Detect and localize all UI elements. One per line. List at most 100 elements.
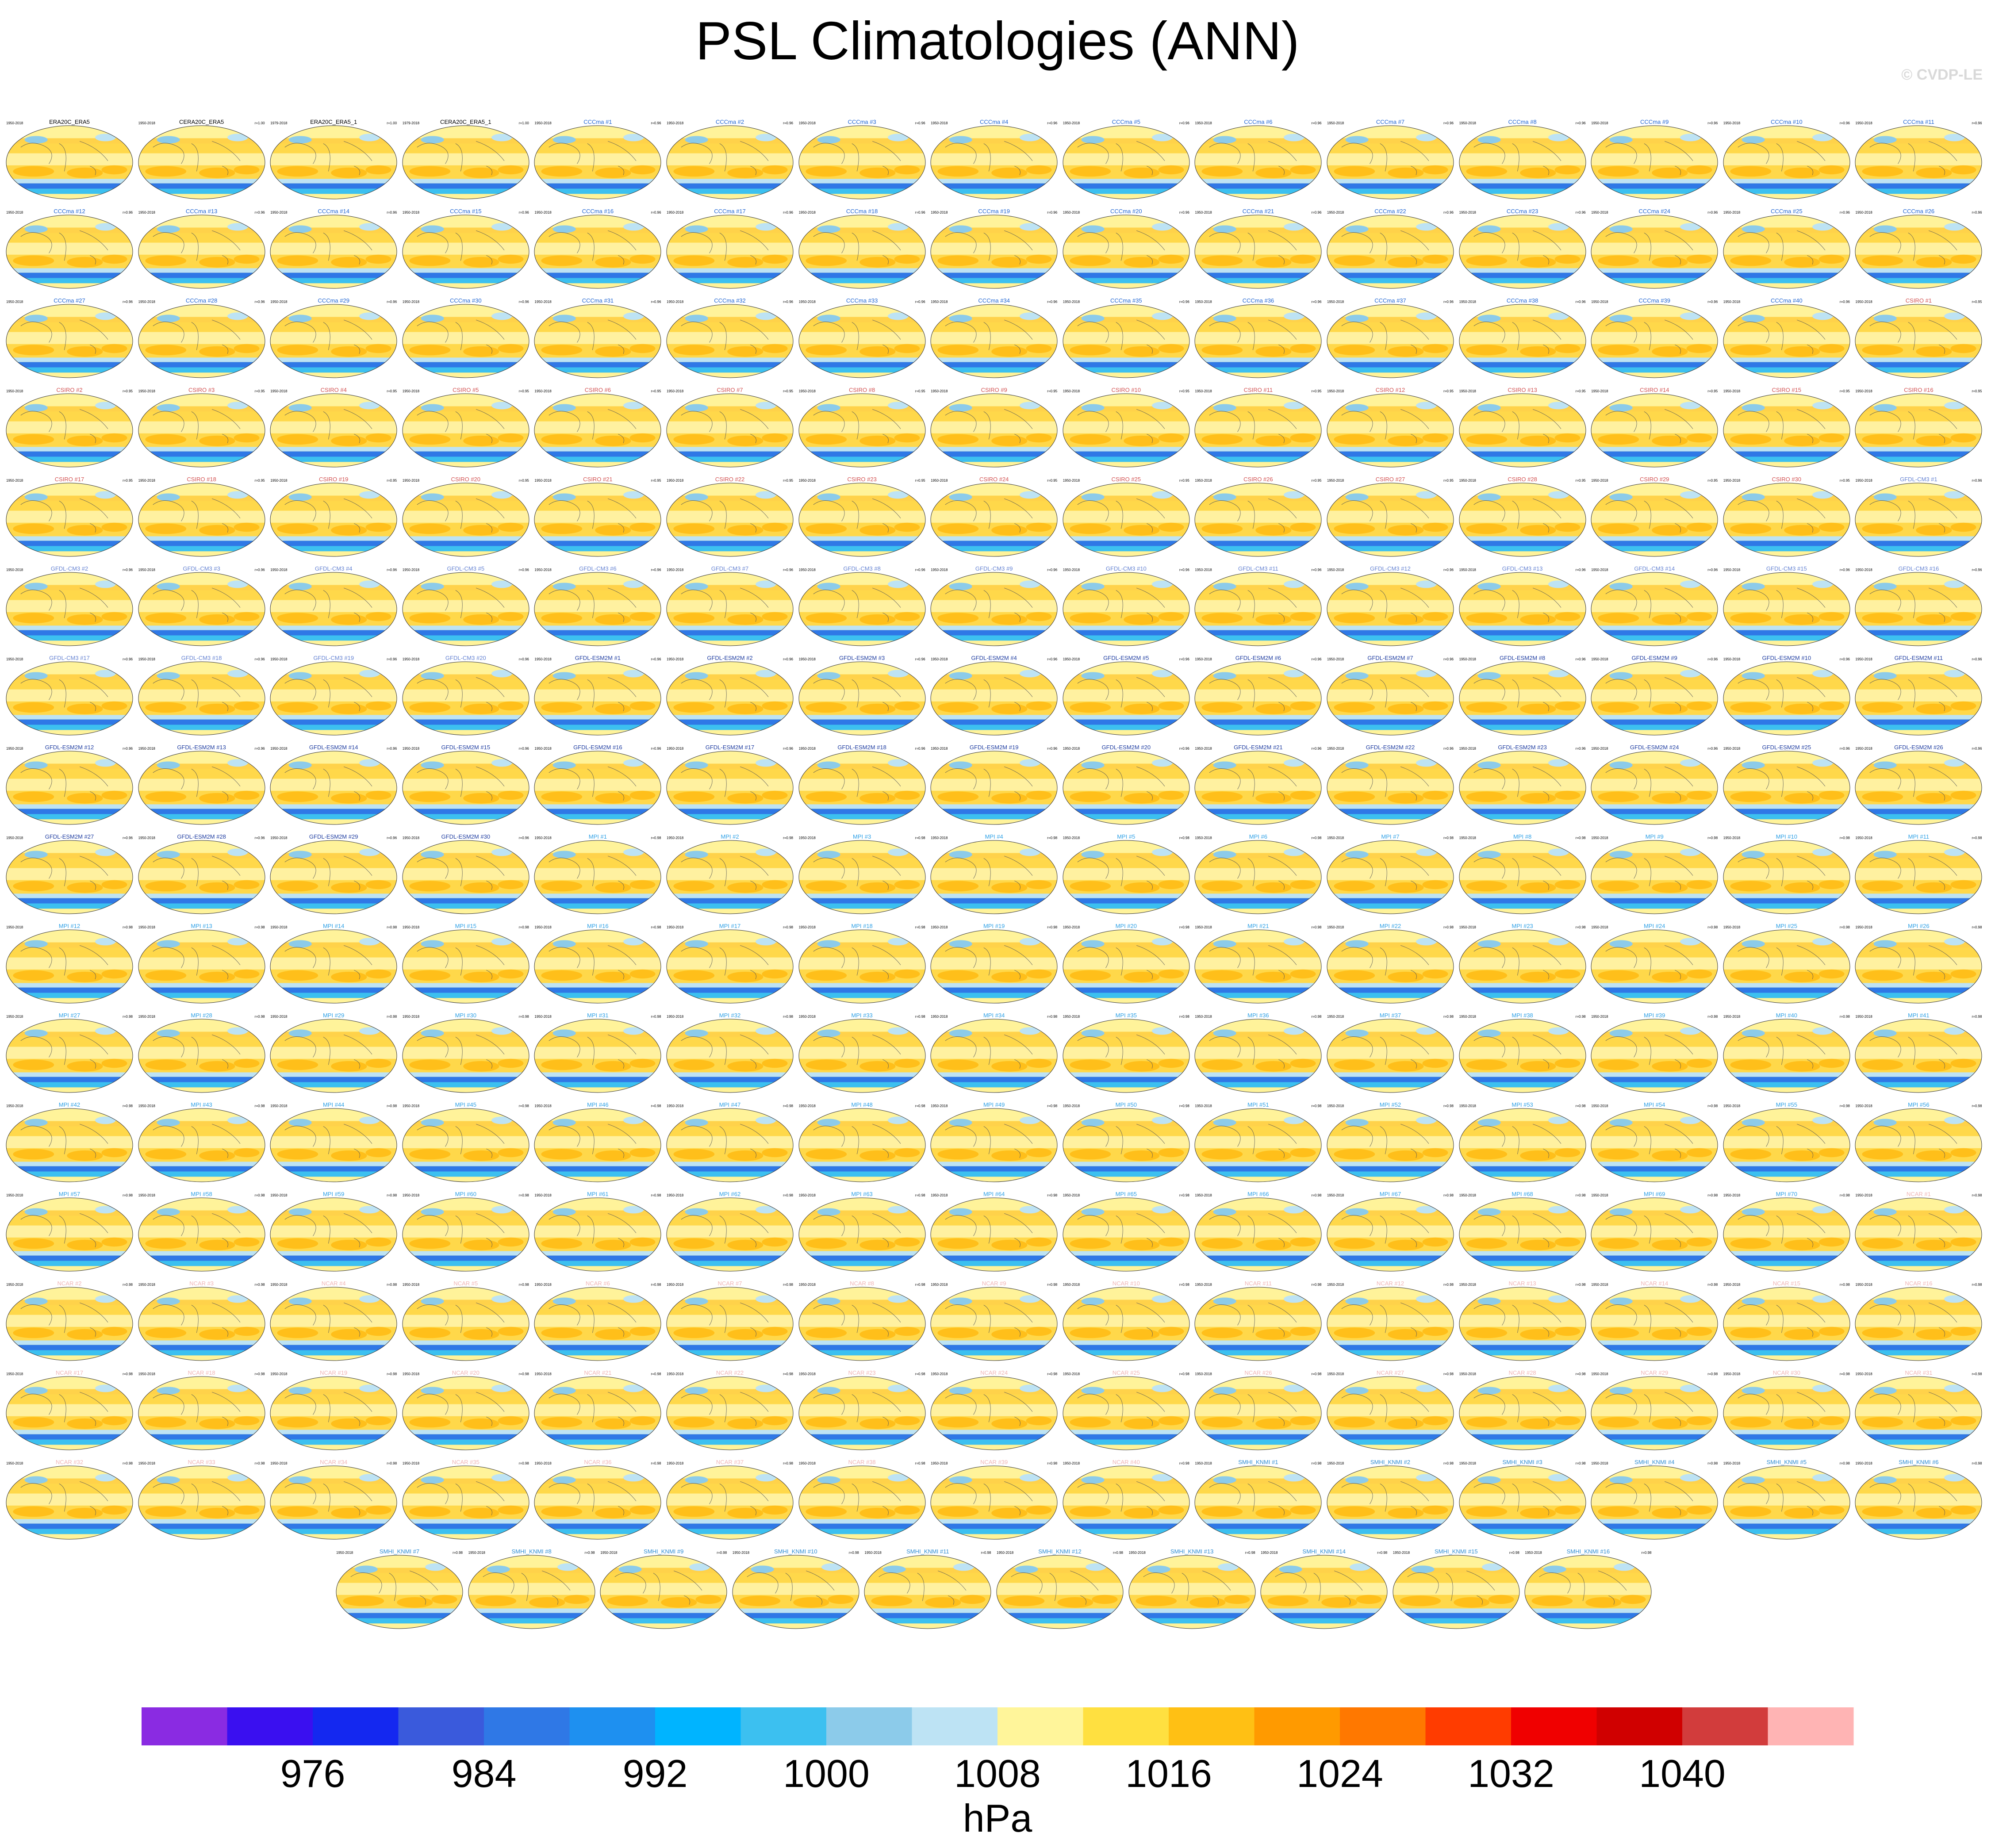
map-panel: GFDL-ESM2M #8 1950-2018 r=0.96 [1458, 655, 1587, 736]
map-globe [798, 929, 926, 1004]
panel-period: 1950-2018 [667, 925, 684, 929]
panel-correlation: r=0.98 [1443, 836, 1454, 840]
panel-title: GFDL-CM3 #13 [1502, 565, 1543, 572]
panel-correlation: r=0.96 [651, 657, 661, 661]
map-panel: SMHI_KNMI #6 1950-2018 r=0.98 [1854, 1459, 1983, 1540]
panel-period: 1950-2018 [931, 1104, 948, 1108]
panel-period: 1950-2018 [402, 1104, 420, 1108]
panel-period: 1950-2018 [336, 1551, 353, 1555]
map-globe [6, 840, 133, 914]
panel-correlation: r=0.95 [1443, 479, 1454, 483]
map-globe [1855, 1108, 1982, 1182]
panel-title: GFDL-ESM2M #22 [1366, 744, 1415, 751]
panel-correlation: r=0.96 [387, 747, 397, 751]
panel-correlation: r=0.96 [1311, 568, 1322, 572]
map-panel: CSIRO #23 1950-2018 r=0.95 [798, 476, 926, 557]
map-panel: NCAR #32 1950-2018 r=0.98 [5, 1459, 134, 1540]
panel-title: GFDL-ESM2M #4 [971, 655, 1017, 661]
map-globe [402, 1108, 529, 1182]
map-globe [798, 125, 926, 199]
panel-correlation: r=0.98 [1707, 1283, 1718, 1287]
map-panel: CSIRO #8 1950-2018 r=0.95 [798, 387, 926, 468]
panel-title: MPI #33 [851, 1012, 873, 1019]
panel-title: GFDL-CM3 #5 [447, 565, 485, 572]
panel-period: 1950-2018 [270, 389, 288, 393]
map-globe [1459, 1019, 1586, 1093]
panel-period: 1950-2018 [138, 1015, 155, 1019]
panel-correlation: r=0.98 [1443, 1015, 1454, 1019]
map-panel: NCAR #27 1950-2018 r=0.98 [1326, 1369, 1454, 1451]
panel-title: CSIRO #30 [1772, 476, 1802, 483]
panel-title: SMHI_KNMI #7 [379, 1548, 420, 1555]
map-globe [6, 1019, 133, 1093]
map-globe [798, 572, 926, 646]
panel-title: MPI #11 [1908, 833, 1930, 840]
panel-correlation: r=0.98 [1047, 1461, 1058, 1465]
panel-title: CCCma #25 [1771, 208, 1803, 215]
map-globe [1194, 125, 1322, 199]
panel-correlation: r=0.98 [518, 1372, 529, 1376]
panel-period: 1950-2018 [798, 121, 816, 125]
panel-period: 1950-2018 [1855, 925, 1872, 929]
map-globe [1063, 125, 1190, 199]
panel-title: GFDL-CM3 #3 [183, 565, 220, 572]
map-panel: GFDL-CM3 #11 1950-2018 r=0.96 [1194, 565, 1322, 647]
map-globe [6, 661, 133, 736]
map-panel: CCCma #33 1950-2018 r=0.96 [798, 297, 926, 379]
map-globe [798, 483, 926, 557]
panel-title: MPI #25 [1776, 923, 1797, 929]
map-panel: MPI #44 1950-2018 r=0.98 [269, 1101, 398, 1183]
colorbar-tick-label: 1008 [954, 1752, 1041, 1795]
map-panel: CSIRO #17 1950-2018 r=0.95 [5, 476, 134, 557]
map-panel: MPI #51 1950-2018 r=0.98 [1194, 1101, 1322, 1183]
panel-correlation: r=0.95 [518, 479, 529, 483]
map-globe [138, 125, 265, 199]
panel-period: 1950-2018 [1723, 300, 1741, 304]
map-panel: MPI #1 1950-2018 r=0.98 [533, 833, 662, 915]
map-panel: MPI #62 1950-2018 r=0.98 [666, 1191, 794, 1272]
panel-correlation: r=0.96 [651, 121, 661, 125]
map-panel: MPI #41 1950-2018 r=0.98 [1854, 1012, 1983, 1093]
panel-correlation: r=0.98 [123, 1283, 133, 1287]
map-panel: MPI #21 1950-2018 r=0.98 [1194, 923, 1322, 1004]
panel-correlation: r=0.98 [518, 1461, 529, 1465]
panel-period: 1950-2018 [402, 836, 420, 840]
panel-title: MPI #7 [1381, 833, 1400, 840]
panel-period: 1950-2018 [1723, 1461, 1741, 1465]
panel-correlation: r=0.95 [123, 389, 133, 393]
map-globe [798, 751, 926, 825]
panel-title: CSIRO #5 [453, 387, 479, 393]
panel-period: 1950-2018 [1063, 1104, 1080, 1108]
map-globe [534, 929, 661, 1004]
panel-title: NCAR #25 [1112, 1369, 1140, 1376]
panel-period: 1950-2018 [1063, 657, 1080, 661]
panel-period: 1950-2018 [1327, 657, 1344, 661]
map-panel: SMHI_KNMI #10 1950-2018 r=0.98 [732, 1548, 860, 1629]
map-panel: MPI #53 1950-2018 r=0.98 [1458, 1101, 1587, 1183]
map-globe [402, 572, 529, 646]
panel-title: MPI #3 [853, 833, 871, 840]
map-globe [402, 483, 529, 557]
panel-period: 1950-2018 [1723, 568, 1741, 572]
panel-title: MPI #13 [191, 923, 212, 929]
map-globe [666, 125, 794, 199]
panel-title: NCAR #5 [453, 1280, 478, 1287]
map-panel: NCAR #29 1950-2018 r=0.98 [1590, 1369, 1719, 1451]
map-globe [1459, 661, 1586, 736]
panel-period: 1950-2018 [6, 1283, 23, 1287]
panel-period: 1950-2018 [798, 1193, 816, 1197]
map-panel: CCCma #3 1950-2018 r=0.96 [798, 119, 926, 200]
map-panel: CSIRO #25 1950-2018 r=0.95 [1062, 476, 1190, 557]
panel-title: CCCma #23 [1506, 208, 1538, 215]
panel-grid: ERA20C_ERA5 1950-2018 CERA20C_ERA5 1950-201… [5, 119, 1983, 1629]
colorbar-tick-label: 976 [280, 1752, 345, 1795]
panel-correlation: r=0.96 [651, 211, 661, 215]
map-globe [402, 1376, 529, 1450]
map-panel: CCCma #19 1950-2018 r=0.96 [930, 208, 1058, 289]
panel-title: NCAR #27 [1376, 1369, 1404, 1376]
panel-title: CCCma #40 [1771, 297, 1803, 304]
map-panel: MPI #56 1950-2018 r=0.98 [1854, 1101, 1983, 1183]
panel-correlation: r=0.96 [651, 568, 661, 572]
map-globe [270, 1108, 397, 1182]
panel-correlation: r=0.98 [1839, 925, 1850, 929]
